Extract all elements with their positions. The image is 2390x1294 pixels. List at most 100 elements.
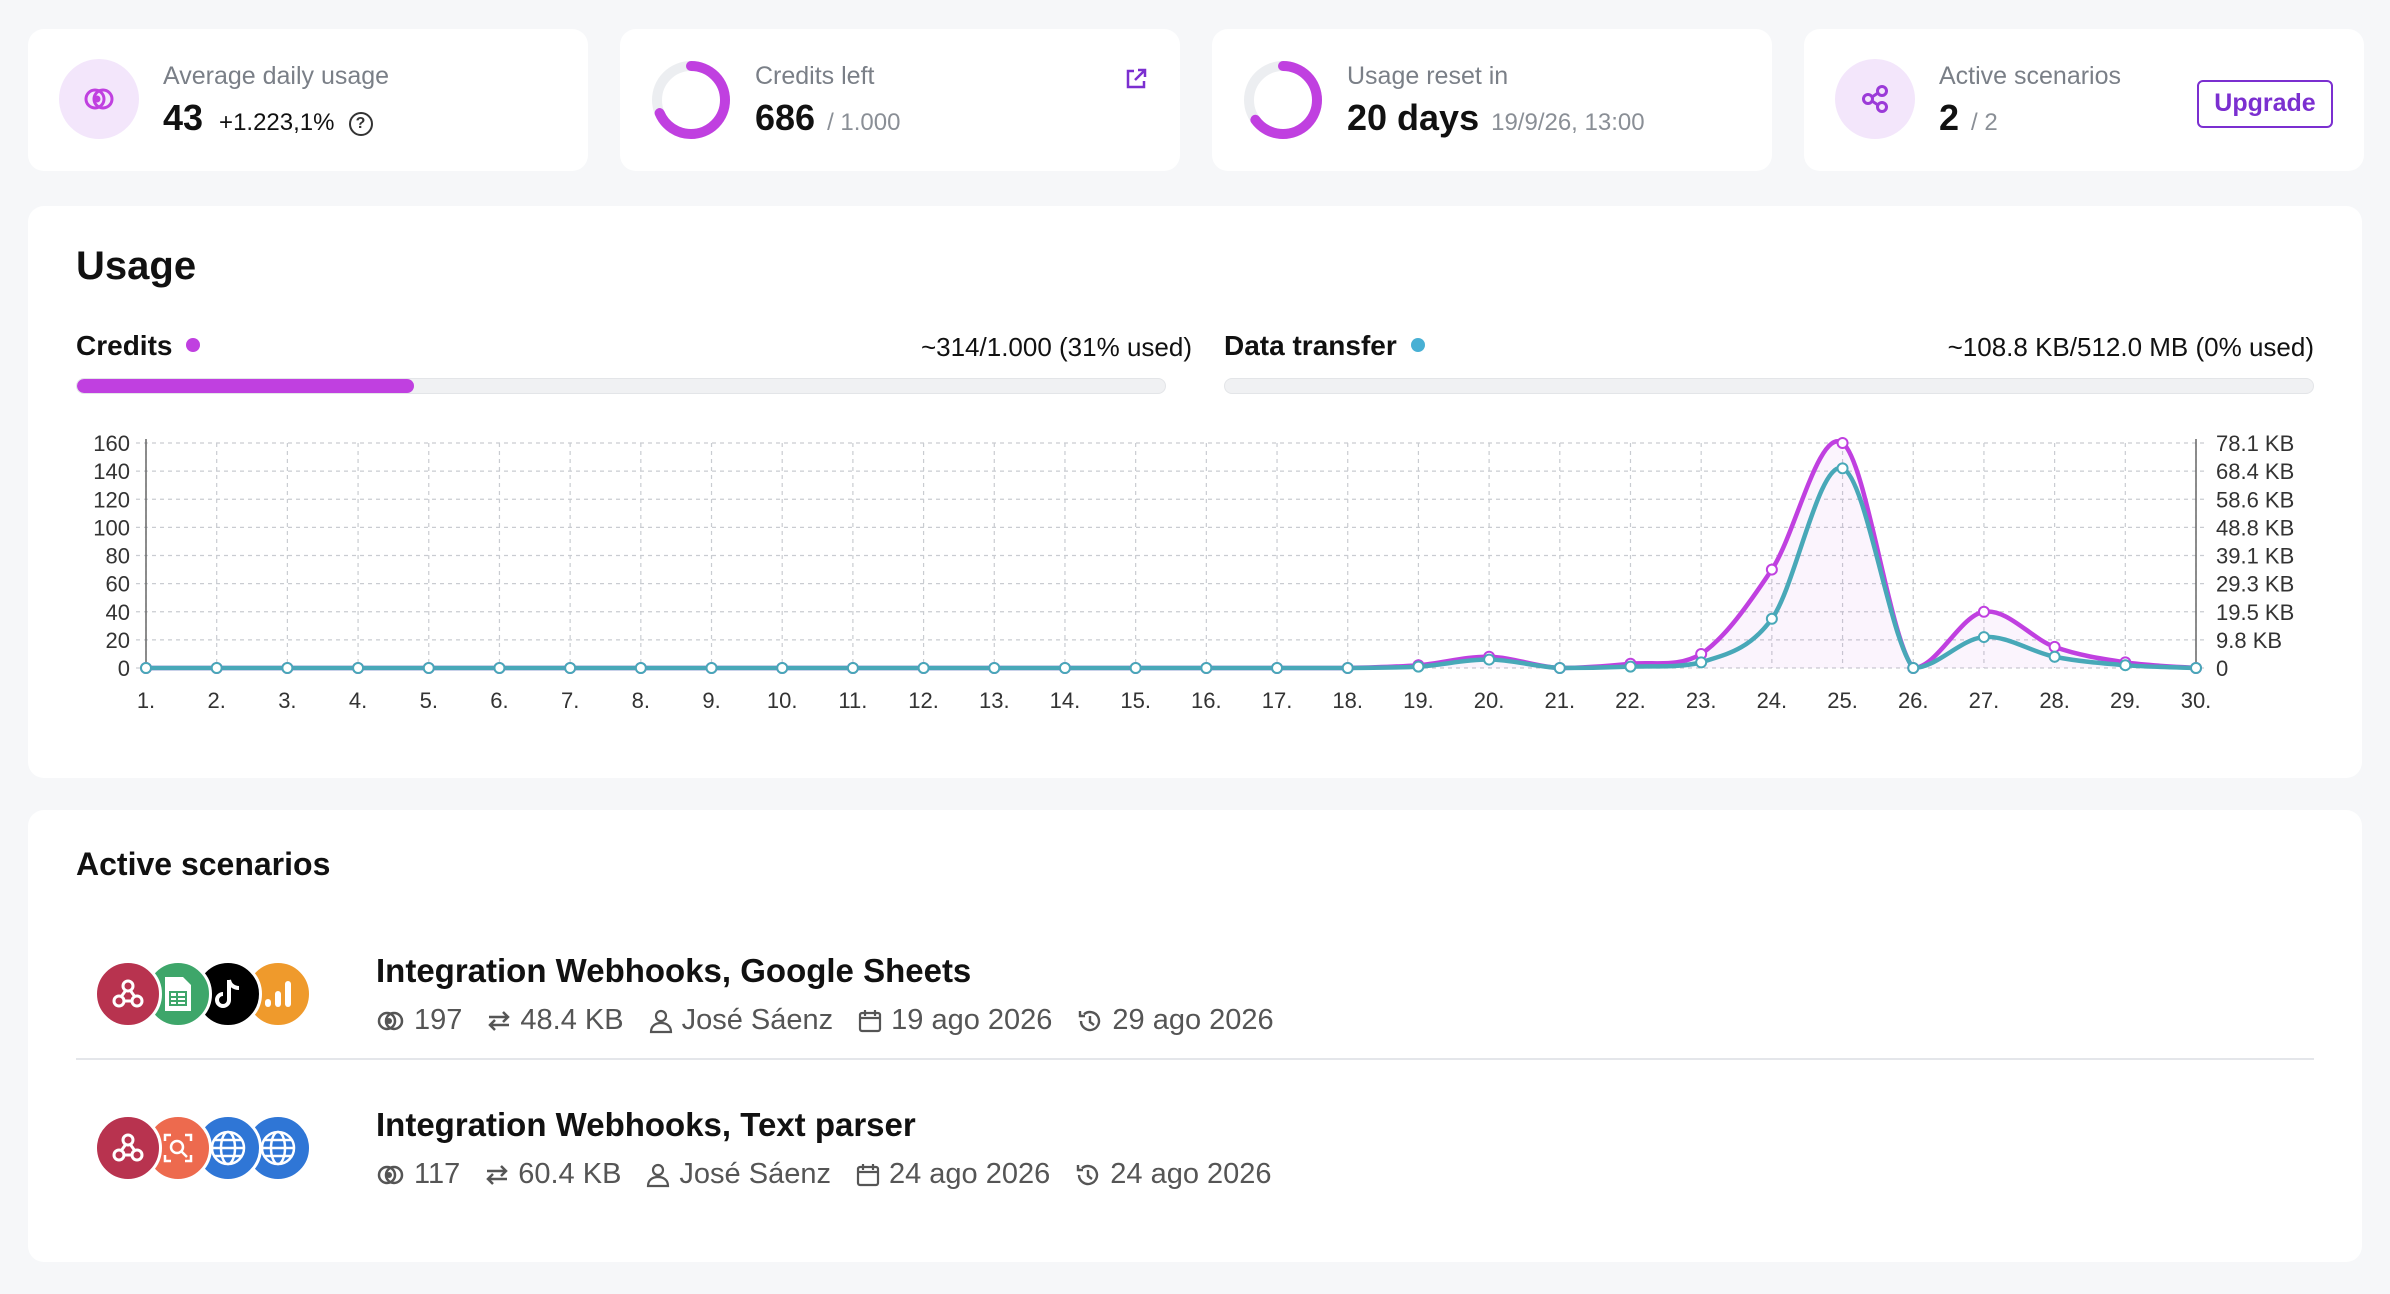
data-point-transfer <box>564 662 577 674</box>
x-tick-label: 6. <box>490 688 508 713</box>
scenario-meta: 197 48.4 KB José Sáenz 19 ago 2026 29 ag… <box>376 1004 1298 1037</box>
scenario-meta: 117 60.4 KB José Sáenz 24 ago 2026 24 ag… <box>376 1158 1296 1191</box>
data-point-transfer <box>281 662 294 674</box>
credits-progress-fill <box>77 379 415 393</box>
left-tick-label: 40 <box>106 600 130 625</box>
transfer-legend-dot <box>1410 338 1425 352</box>
data-point-transfer <box>917 662 930 674</box>
data-point-transfer <box>1907 662 1920 674</box>
scenario-row[interactable]: Integration Webhooks, Google Sheets 197 … <box>76 908 2314 1060</box>
calendar-icon <box>859 1009 882 1032</box>
scenario-transfer: 48.4 KB <box>520 1004 624 1036</box>
left-tick-label: 80 <box>106 544 130 569</box>
stat-value: 20 days 19/9/26, 13:00 <box>1347 97 1645 138</box>
stat-card-usage-reset: Usage reset in 20 days 19/9/26, 13:00 <box>1212 29 1772 171</box>
data-point-transfer <box>1977 631 1990 644</box>
left-tick-label: 20 <box>106 628 130 653</box>
upgrade-button[interactable]: Upgrade <box>2197 80 2333 128</box>
data-point-transfer <box>1058 662 1071 674</box>
data-point-transfer <box>210 662 223 674</box>
data-point-credits <box>1765 563 1778 576</box>
stat-change: +1.223,1% <box>219 109 335 136</box>
x-tick-label: 17. <box>1262 688 1293 713</box>
right-tick-label: 48.8 KB <box>2216 515 2294 540</box>
transfer-progress-bar <box>1224 378 2314 394</box>
data-point-transfer <box>2190 662 2202 674</box>
scenario-app-icons <box>94 1114 324 1184</box>
calendar-icon <box>856 1163 880 1186</box>
right-tick-label: 78.1 KB <box>2216 431 2294 456</box>
x-tick-label: 29. <box>2110 688 2141 713</box>
scenario-name[interactable]: Integration Webhooks, Google Sheets <box>376 952 972 989</box>
x-tick-label: 21. <box>1544 688 1575 713</box>
data-point-transfer <box>634 662 647 674</box>
stat-label: Average daily usage <box>163 62 390 90</box>
data-point-transfer <box>493 662 506 674</box>
reset-donut-icon <box>1244 61 1322 139</box>
left-tick-label: 0 <box>118 656 130 681</box>
scenario-created: 24 ago 2026 <box>888 1158 1051 1190</box>
left-tick-label: 100 <box>93 515 130 540</box>
data-point-transfer <box>1836 462 1849 475</box>
left-tick-label: 60 <box>106 572 130 597</box>
webhooks-icon <box>94 1114 162 1182</box>
scenario-last-run: 24 ago 2026 <box>1110 1158 1272 1190</box>
data-point-transfer <box>1341 662 1354 674</box>
transfer-meter-value: ~108.8 KB/512.0 MB (0% used) <box>1947 332 2314 362</box>
history-icon <box>1079 1010 1101 1031</box>
x-tick-label: 10. <box>767 688 798 713</box>
data-point-transfer <box>1765 612 1778 625</box>
scenario-row[interactable]: Integration Webhooks, Text parser 117 60… <box>76 1062 2314 1214</box>
stat-label: Active scenarios <box>1939 62 2122 90</box>
x-tick-label: 24. <box>1757 688 1788 713</box>
x-tick-label: 20. <box>1474 688 1505 713</box>
usage-title: Usage <box>76 244 197 288</box>
stat-card-average-usage: Average daily usage 43 +1.223,1% ? <box>28 29 588 171</box>
webhooks-icon <box>94 960 162 1028</box>
x-tick-label: 18. <box>1332 688 1363 713</box>
x-tick-label: 15. <box>1120 688 1151 713</box>
stat-card-active-scenarios: Active scenarios 2/ 2 Upgrade <box>1804 29 2364 171</box>
x-tick-label: 13. <box>979 688 1010 713</box>
x-tick-label: 3. <box>278 688 296 713</box>
series-area-credits <box>146 441 2196 668</box>
scenario-name[interactable]: Integration Webhooks, Text parser <box>376 1106 916 1143</box>
data-point-transfer <box>1553 662 1566 674</box>
data-point-credits <box>2048 640 2061 653</box>
data-point-transfer <box>1624 660 1637 673</box>
left-tick-label: 140 <box>93 459 130 484</box>
data-point-transfer <box>1271 662 1284 674</box>
right-tick-label: 19.5 KB <box>2216 600 2294 625</box>
data-point-transfer <box>1412 660 1425 673</box>
stat-value: 2/ 2 <box>1939 97 1998 138</box>
data-point-transfer <box>2048 650 2061 663</box>
scenario-last-run: 29 ago 2026 <box>1112 1004 1274 1036</box>
data-point-transfer <box>352 662 365 674</box>
history-icon <box>1077 1164 1099 1185</box>
data-point-transfer <box>422 662 435 674</box>
help-icon[interactable]: ? <box>348 112 373 136</box>
external-link-icon[interactable] <box>1122 65 1150 93</box>
usage-chart: 0 0 20 9.8 KB 40 19.5 KB 60 29.3 KB 80 39.1 KB 100… <box>93 431 2294 713</box>
stat-value: 43 +1.223,1% ? <box>163 97 373 139</box>
right-tick-label: 29.3 KB <box>2216 572 2294 597</box>
credits-meter-label: Credits <box>76 330 201 362</box>
x-tick-label: 27. <box>1969 688 2000 713</box>
right-tick-label: 0 <box>2216 656 2228 681</box>
usage-card: Usage Credits ~314/1.000 (31% used) Data… <box>28 206 2362 778</box>
credits-donut-icon <box>652 61 730 139</box>
x-tick-label: 7. <box>561 688 579 713</box>
scenario-ops: 117 <box>414 1158 461 1190</box>
scenario-user: José Sáenz <box>679 1158 831 1190</box>
data-point-credits <box>1836 437 1849 449</box>
x-tick-label: 14. <box>1050 688 1081 713</box>
stat-total: / 1.000 <box>827 109 901 136</box>
active-scenarios-card: Active scenarios Integration Webhooks, G… <box>28 810 2362 1262</box>
data-point-transfer <box>1483 653 1496 666</box>
x-tick-label: 23. <box>1686 688 1717 713</box>
right-tick-label: 9.8 KB <box>2216 628 2282 653</box>
x-tick-label: 25. <box>1827 688 1858 713</box>
left-tick-label: 160 <box>93 431 130 456</box>
x-tick-label: 2. <box>208 688 226 713</box>
data-point-transfer <box>1129 662 1142 674</box>
